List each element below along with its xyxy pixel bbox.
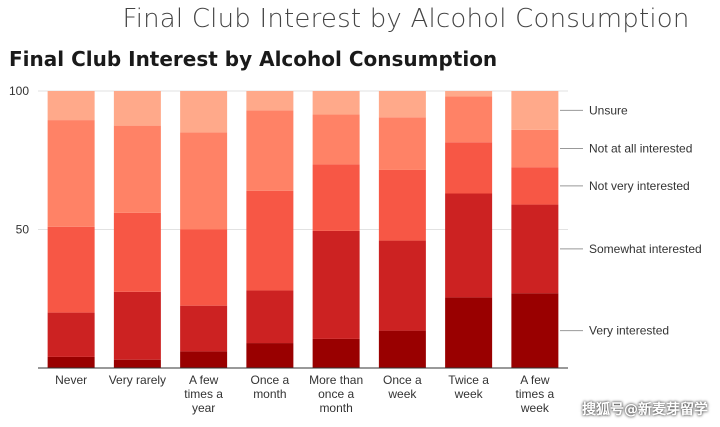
bar-segment [113, 291, 161, 360]
bar-segment [378, 117, 426, 170]
bar-segment [113, 91, 161, 126]
legend-entry: Somewhat interested [589, 242, 702, 256]
category-label: times a [516, 387, 555, 401]
category-label: week [520, 401, 550, 415]
bar-segment [47, 120, 95, 227]
bar-segment [511, 167, 559, 205]
category-label: Never [55, 373, 87, 387]
bar-segment [445, 193, 493, 298]
bar-segment [312, 114, 360, 165]
bar-segment [312, 164, 360, 231]
bar-segment [47, 91, 95, 121]
bar-segment [511, 91, 559, 130]
bar-segment [445, 91, 493, 97]
category-label: Twice a [448, 373, 489, 387]
bar-segment [378, 91, 426, 118]
bar-segment [378, 240, 426, 331]
bar-segment [378, 169, 426, 241]
category-label: times a [184, 387, 223, 401]
bar-segment [113, 359, 161, 368]
bar-segment [47, 356, 95, 368]
category-label: year [192, 401, 215, 415]
bar-segment [312, 91, 360, 115]
y-tick-label: 50 [16, 223, 30, 237]
bar-segment [445, 142, 493, 194]
category-label: More than [309, 373, 363, 387]
bar-segment [511, 293, 559, 368]
category-label: A few [189, 373, 219, 387]
legend-entry: Unsure [589, 103, 628, 117]
category-label: week [454, 387, 484, 401]
bar-segment [312, 230, 360, 339]
chart-title: Final Club Interest by Alcohol Consumpti… [9, 47, 498, 71]
bar-segment [246, 91, 294, 111]
bar-segment [180, 351, 228, 368]
bar-segment [180, 132, 228, 230]
bar-segment [511, 129, 559, 168]
legend-entry: Not very interested [589, 179, 690, 193]
bar-segment [180, 229, 228, 306]
bar-segment [445, 297, 493, 368]
bar-segment [113, 125, 161, 213]
category-label: month [319, 401, 352, 415]
legend-entry: Not at all interested [589, 141, 692, 155]
category-label: Once a [383, 373, 422, 387]
y-tick-label: 100 [9, 84, 29, 98]
page-header-title: Final Club Interest by Alcohol Consumpti… [122, 4, 690, 34]
bar-segment [246, 343, 294, 368]
category-label: week [387, 387, 417, 401]
bar-segment [180, 91, 228, 133]
category-label: once a [318, 387, 354, 401]
bar-segment [312, 338, 360, 368]
legend-entry: Very interested [589, 324, 669, 338]
bar-segment [246, 290, 294, 344]
bar-segment [47, 312, 95, 357]
bar-segment [246, 190, 294, 291]
bar-segment [445, 96, 493, 143]
bar-segment [180, 305, 228, 352]
watermark: 搜狐号@新麦芽留学 [582, 402, 708, 418]
category-label: month [253, 387, 286, 401]
bar-segment [113, 212, 161, 292]
category-label: Once a [251, 373, 290, 387]
bar-segment [246, 110, 294, 191]
bar-segment [47, 226, 95, 313]
bar-segment [511, 204, 559, 294]
category-label: Very rarely [109, 373, 166, 387]
category-label: A few [520, 373, 550, 387]
bar-segment [378, 330, 426, 368]
